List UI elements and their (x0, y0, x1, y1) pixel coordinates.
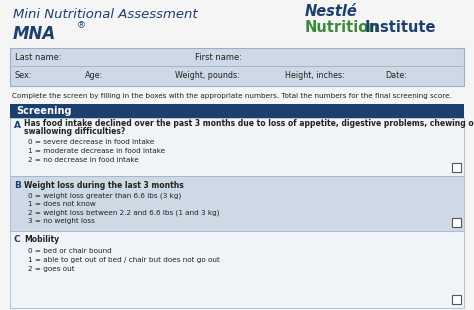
Bar (10, 104, 464, 118)
Text: Has food intake declined over the past 3 months due to loss of appetite, digesti: Has food intake declined over the past 3… (24, 119, 474, 129)
Text: Mini Nutritional Assessment: Mini Nutritional Assessment (13, 8, 198, 21)
Text: swallowing difficulties?: swallowing difficulties? (24, 127, 125, 136)
Text: Height, inches:: Height, inches: (285, 72, 345, 81)
Text: Screening: Screening (16, 106, 72, 116)
Text: 2 = weight loss between 2.2 and 6.6 lbs (1 and 3 kg): 2 = weight loss between 2.2 and 6.6 lbs … (28, 210, 219, 216)
Text: 0 = bed or chair bound: 0 = bed or chair bound (28, 248, 112, 254)
Text: 0 = severe decrease in food intake: 0 = severe decrease in food intake (28, 139, 155, 145)
Text: Weight loss during the last 3 months: Weight loss during the last 3 months (24, 180, 184, 189)
Text: Age:: Age: (85, 72, 103, 81)
Text: First name:: First name: (195, 54, 242, 63)
Text: A: A (14, 122, 21, 131)
Text: Nestlé: Nestlé (305, 5, 358, 20)
Bar (10, 231, 464, 308)
Text: 0 = weight loss greater than 6.6 lbs (3 kg): 0 = weight loss greater than 6.6 lbs (3 … (28, 193, 181, 199)
Text: Last name:: Last name: (15, 54, 62, 63)
Text: C: C (14, 236, 21, 245)
Text: 1 = does not know: 1 = does not know (28, 202, 96, 207)
Text: Mobility: Mobility (24, 236, 59, 245)
Bar (10, 118, 464, 176)
Text: Weight, pounds:: Weight, pounds: (175, 72, 240, 81)
Text: Institute: Institute (365, 20, 437, 36)
Text: 1 = moderate decrease in food intake: 1 = moderate decrease in food intake (28, 148, 165, 154)
Text: Nutrition: Nutrition (305, 20, 380, 36)
Text: Date:: Date: (385, 72, 407, 81)
Text: 2 = goes out: 2 = goes out (28, 266, 74, 272)
Text: ®: ® (77, 21, 86, 30)
Text: 2 = no decrease in food intake: 2 = no decrease in food intake (28, 157, 139, 163)
Text: MNA: MNA (13, 25, 56, 43)
Bar (10, 176, 464, 231)
Text: B: B (14, 180, 21, 189)
Text: 1 = able to get out of bed / chair but does not go out: 1 = able to get out of bed / chair but d… (28, 257, 220, 263)
Text: 3 = no weight loss: 3 = no weight loss (28, 219, 95, 224)
Bar (452, 163, 461, 172)
Text: Sex:: Sex: (15, 72, 32, 81)
Text: Complete the screen by filling in the boxes with the appropriate numbers. Total : Complete the screen by filling in the bo… (12, 93, 452, 99)
Bar (452, 295, 461, 304)
Bar (10, 48, 464, 86)
Bar (452, 218, 461, 227)
